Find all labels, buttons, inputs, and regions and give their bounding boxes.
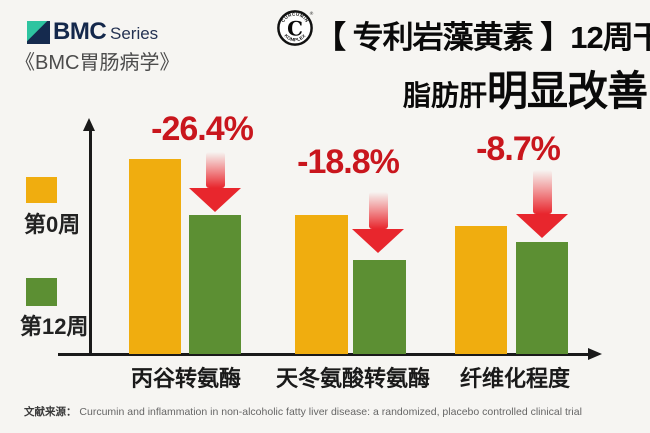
source-label: 文献来源： [24,406,77,418]
main-title-line2: 脂肪肝 明显改善 [402,57,648,117]
title-improvement: 明显改善 [487,68,648,114]
arrow-head [516,214,568,238]
down-arrow-icon-alt [189,152,241,212]
bar-week0-ast [295,215,348,354]
citation-text: Curcumin and inflammation in non-alcohol… [79,406,582,418]
legend-label-week12: 第12周 [20,314,89,339]
change-label-alt: -26.4% [151,110,254,148]
category-label-alt: 丙谷转氨酶 [130,366,242,391]
bar-week0-fibrosis [455,226,507,354]
y-axis-arrowhead-icon [83,118,95,131]
arrow-shaft [205,152,225,188]
change-label-fibrosis: -8.7% [476,130,561,168]
down-arrow-icon-fibrosis [516,170,568,238]
registered-mark: ® [310,10,314,17]
bmc-brand-text: BMC [53,18,107,45]
arrow-shaft [532,170,552,214]
bmc-logo-teal-triangle [27,21,48,42]
arrow-head [189,188,241,212]
change-label-ast: -18.8% [297,143,400,181]
bar-week12-ast [353,260,406,354]
journal-name: 《BMC胃肠病学》 [15,52,180,74]
down-arrow-icon-ast [352,192,404,253]
arrow-head [352,229,404,253]
svg-text:KOMPLEX: KOMPLEX [283,33,306,42]
bmc-logo-icon [27,21,50,44]
main-title-line1: 【 专利岩藻黄素 】12周干预 [315,20,650,55]
seal-arc-bottom-text: KOMPLEX [283,33,306,42]
bmc-series-text: Series [110,24,159,43]
bar-week0-alt [129,159,181,354]
seal-letter: C [287,17,303,41]
legend-swatch-week0 [26,177,57,203]
x-axis-arrowhead-icon [588,348,602,360]
bar-week12-alt [189,215,241,354]
y-axis-line [89,130,92,356]
citation-line: 文献来源： Curcumin and inflammation in non-a… [24,404,582,419]
bar-week12-fibrosis [516,242,568,354]
legend-swatch-week12 [26,278,57,306]
category-label-ast: 天冬氨酸转氨酶 [275,366,431,391]
x-axis-line [58,353,590,356]
legend-label-week0: 第0周 [24,212,81,237]
arrow-shaft [368,192,388,229]
curcumin-seal-icon: CURCUMIN KOMPLEX C ® [276,9,314,47]
category-label-fibrosis: 纤维化程度 [459,366,571,391]
title-fatty-liver: 脂肪肝 [402,80,487,111]
